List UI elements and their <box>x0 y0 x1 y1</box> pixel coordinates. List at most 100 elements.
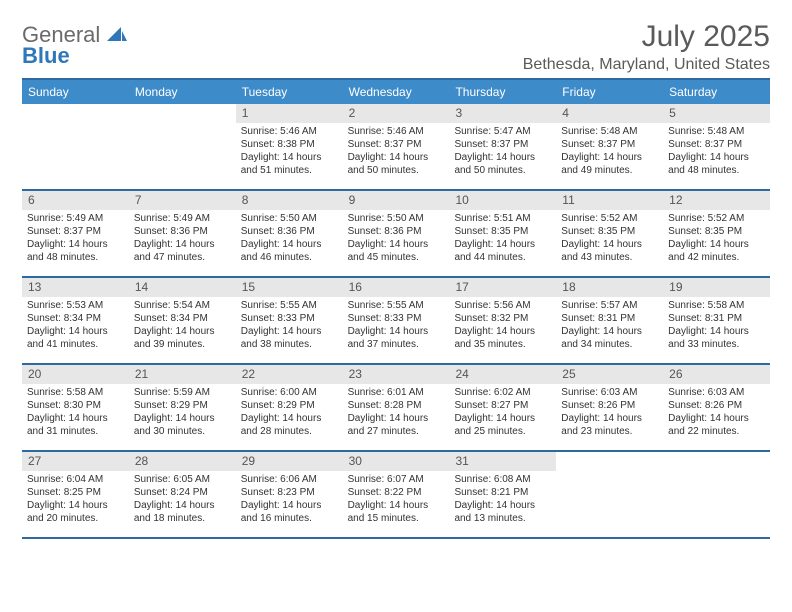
day-cell: 2Sunrise: 5:46 AMSunset: 8:37 PMDaylight… <box>343 104 450 189</box>
day-cell: 23Sunrise: 6:01 AMSunset: 8:28 PMDayligh… <box>343 365 450 450</box>
daylight-text: Daylight: 14 hours and 51 minutes. <box>241 152 338 178</box>
sunrise-text: Sunrise: 5:49 AM <box>27 213 124 226</box>
sunset-text: Sunset: 8:26 PM <box>668 400 765 413</box>
sunrise-text: Sunrise: 6:06 AM <box>241 474 338 487</box>
daylight-text: Daylight: 14 hours and 42 minutes. <box>668 239 765 265</box>
day-content: Sunrise: 5:50 AMSunset: 8:36 PMDaylight:… <box>343 210 450 268</box>
daylight-text: Daylight: 14 hours and 48 minutes. <box>668 152 765 178</box>
day-number: 6 <box>22 191 129 210</box>
day-content: Sunrise: 5:51 AMSunset: 8:35 PMDaylight:… <box>449 210 556 268</box>
day-cell <box>556 452 663 537</box>
day-content: Sunrise: 6:03 AMSunset: 8:26 PMDaylight:… <box>663 384 770 442</box>
day-number <box>129 104 236 108</box>
sunrise-text: Sunrise: 6:00 AM <box>241 387 338 400</box>
sunrise-text: Sunrise: 5:58 AM <box>27 387 124 400</box>
daylight-text: Daylight: 14 hours and 13 minutes. <box>454 500 551 526</box>
daylight-text: Daylight: 14 hours and 46 minutes. <box>241 239 338 265</box>
day-cell: 27Sunrise: 6:04 AMSunset: 8:25 PMDayligh… <box>22 452 129 537</box>
day-header: Friday <box>556 80 663 104</box>
day-cell: 29Sunrise: 6:06 AMSunset: 8:23 PMDayligh… <box>236 452 343 537</box>
sunrise-text: Sunrise: 6:02 AM <box>454 387 551 400</box>
day-number: 5 <box>663 104 770 123</box>
day-cell <box>663 452 770 537</box>
day-cell: 17Sunrise: 5:56 AMSunset: 8:32 PMDayligh… <box>449 278 556 363</box>
day-number: 17 <box>449 278 556 297</box>
sunrise-text: Sunrise: 5:58 AM <box>668 300 765 313</box>
day-content: Sunrise: 6:05 AMSunset: 8:24 PMDaylight:… <box>129 471 236 529</box>
daylight-text: Daylight: 14 hours and 28 minutes. <box>241 413 338 439</box>
page-header: General Blue July 2025 Bethesda, Marylan… <box>22 20 770 74</box>
day-number: 19 <box>663 278 770 297</box>
day-header: Thursday <box>449 80 556 104</box>
day-content: Sunrise: 5:55 AMSunset: 8:33 PMDaylight:… <box>343 297 450 355</box>
sunrise-text: Sunrise: 5:46 AM <box>241 126 338 139</box>
day-cell: 1Sunrise: 5:46 AMSunset: 8:38 PMDaylight… <box>236 104 343 189</box>
sunrise-text: Sunrise: 5:50 AM <box>348 213 445 226</box>
sunrise-text: Sunrise: 6:04 AM <box>27 474 124 487</box>
sunrise-text: Sunrise: 5:54 AM <box>134 300 231 313</box>
daylight-text: Daylight: 14 hours and 38 minutes. <box>241 326 338 352</box>
day-cell: 30Sunrise: 6:07 AMSunset: 8:22 PMDayligh… <box>343 452 450 537</box>
day-content: Sunrise: 6:04 AMSunset: 8:25 PMDaylight:… <box>22 471 129 529</box>
sunrise-text: Sunrise: 5:52 AM <box>668 213 765 226</box>
day-cell: 28Sunrise: 6:05 AMSunset: 8:24 PMDayligh… <box>129 452 236 537</box>
day-content: Sunrise: 5:47 AMSunset: 8:37 PMDaylight:… <box>449 123 556 181</box>
day-number: 2 <box>343 104 450 123</box>
day-number: 1 <box>236 104 343 123</box>
sunrise-text: Sunrise: 5:55 AM <box>348 300 445 313</box>
day-content: Sunrise: 5:46 AMSunset: 8:38 PMDaylight:… <box>236 123 343 181</box>
daylight-text: Daylight: 14 hours and 43 minutes. <box>561 239 658 265</box>
calendar-week: 20Sunrise: 5:58 AMSunset: 8:30 PMDayligh… <box>22 365 770 452</box>
day-cell: 9Sunrise: 5:50 AMSunset: 8:36 PMDaylight… <box>343 191 450 276</box>
sunrise-text: Sunrise: 6:08 AM <box>454 474 551 487</box>
sunrise-text: Sunrise: 6:03 AM <box>668 387 765 400</box>
sunrise-text: Sunrise: 5:48 AM <box>561 126 658 139</box>
day-content: Sunrise: 6:02 AMSunset: 8:27 PMDaylight:… <box>449 384 556 442</box>
day-content: Sunrise: 5:53 AMSunset: 8:34 PMDaylight:… <box>22 297 129 355</box>
day-content: Sunrise: 5:55 AMSunset: 8:33 PMDaylight:… <box>236 297 343 355</box>
day-cell: 8Sunrise: 5:50 AMSunset: 8:36 PMDaylight… <box>236 191 343 276</box>
day-header: Saturday <box>663 80 770 104</box>
day-header: Sunday <box>22 80 129 104</box>
day-content: Sunrise: 5:48 AMSunset: 8:37 PMDaylight:… <box>663 123 770 181</box>
logo-line2: Blue <box>22 47 127 66</box>
daylight-text: Daylight: 14 hours and 33 minutes. <box>668 326 765 352</box>
day-cell: 26Sunrise: 6:03 AMSunset: 8:26 PMDayligh… <box>663 365 770 450</box>
day-number: 29 <box>236 452 343 471</box>
day-number <box>663 452 770 456</box>
day-content: Sunrise: 6:07 AMSunset: 8:22 PMDaylight:… <box>343 471 450 529</box>
sunset-text: Sunset: 8:28 PM <box>348 400 445 413</box>
month-title: July 2025 <box>523 20 770 54</box>
day-number: 12 <box>663 191 770 210</box>
sunrise-text: Sunrise: 5:56 AM <box>454 300 551 313</box>
sunset-text: Sunset: 8:37 PM <box>348 139 445 152</box>
calendar-week: 27Sunrise: 6:04 AMSunset: 8:25 PMDayligh… <box>22 452 770 539</box>
day-number: 14 <box>129 278 236 297</box>
day-number: 9 <box>343 191 450 210</box>
daylight-text: Daylight: 14 hours and 44 minutes. <box>454 239 551 265</box>
day-number: 31 <box>449 452 556 471</box>
day-number: 20 <box>22 365 129 384</box>
daylight-text: Daylight: 14 hours and 50 minutes. <box>454 152 551 178</box>
day-content: Sunrise: 5:46 AMSunset: 8:37 PMDaylight:… <box>343 123 450 181</box>
day-cell: 22Sunrise: 6:00 AMSunset: 8:29 PMDayligh… <box>236 365 343 450</box>
sunrise-text: Sunrise: 5:49 AM <box>134 213 231 226</box>
sunset-text: Sunset: 8:21 PM <box>454 487 551 500</box>
sunrise-text: Sunrise: 6:07 AM <box>348 474 445 487</box>
sunrise-text: Sunrise: 5:55 AM <box>241 300 338 313</box>
day-number: 26 <box>663 365 770 384</box>
day-cell: 4Sunrise: 5:48 AMSunset: 8:37 PMDaylight… <box>556 104 663 189</box>
calendar: Sunday Monday Tuesday Wednesday Thursday… <box>22 78 770 539</box>
sunset-text: Sunset: 8:33 PM <box>241 313 338 326</box>
day-content: Sunrise: 6:01 AMSunset: 8:28 PMDaylight:… <box>343 384 450 442</box>
day-content: Sunrise: 5:58 AMSunset: 8:31 PMDaylight:… <box>663 297 770 355</box>
day-cell: 12Sunrise: 5:52 AMSunset: 8:35 PMDayligh… <box>663 191 770 276</box>
sunset-text: Sunset: 8:36 PM <box>241 226 338 239</box>
day-cell: 18Sunrise: 5:57 AMSunset: 8:31 PMDayligh… <box>556 278 663 363</box>
day-header: Tuesday <box>236 80 343 104</box>
day-cell: 11Sunrise: 5:52 AMSunset: 8:35 PMDayligh… <box>556 191 663 276</box>
sunset-text: Sunset: 8:38 PM <box>241 139 338 152</box>
day-number: 28 <box>129 452 236 471</box>
sunrise-text: Sunrise: 5:53 AM <box>27 300 124 313</box>
day-number: 21 <box>129 365 236 384</box>
